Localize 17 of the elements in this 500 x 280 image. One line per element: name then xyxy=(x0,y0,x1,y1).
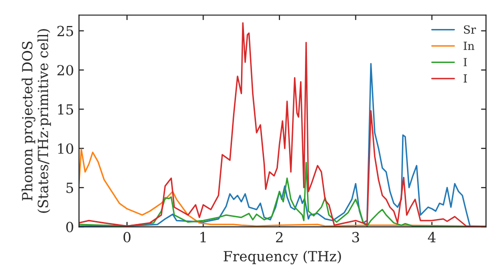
x-tick-label: 1 xyxy=(200,232,206,242)
legend-label: Sr xyxy=(464,25,476,34)
x-axis-title: Frequency (THz) xyxy=(224,250,341,264)
y-tick-label: 25 xyxy=(57,26,74,36)
legend-label: In xyxy=(464,42,474,50)
y-tick-label: 20 xyxy=(57,64,74,76)
y-tick-label: 0 xyxy=(66,222,74,232)
x-tick-label: 3 xyxy=(352,232,360,242)
legend-label: I xyxy=(464,74,467,82)
x-tick-label: 4 xyxy=(428,232,436,242)
y-axis-title: Phonon projected DOS (States/THz·primitive cell) xyxy=(22,29,51,213)
y-tick-label: 5 xyxy=(66,182,74,194)
x-tick-label: 0 xyxy=(124,232,131,242)
y-tick-label: 10 xyxy=(58,143,74,154)
y-tick-label: 15 xyxy=(58,104,74,115)
x-tick-label: 2 xyxy=(276,232,283,242)
legend-label: I xyxy=(464,58,467,66)
